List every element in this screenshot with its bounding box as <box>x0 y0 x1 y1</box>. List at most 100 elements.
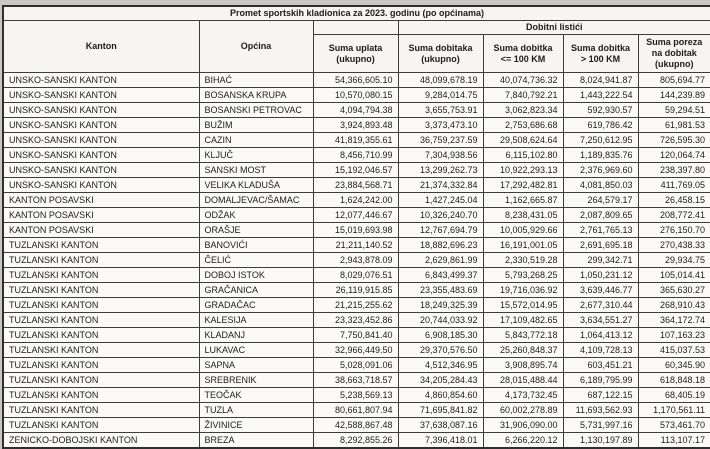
cell-poreza: 238,397.80 <box>637 162 710 178</box>
table-row: UNSKO-SANSKI KANTON BOSANSKA KRUPA 10,570,… <box>2 87 710 103</box>
cell-dobitaka: 2,629,861.99 <box>397 252 484 268</box>
cell-dobitak-preko-100: 299,342.71 <box>562 252 639 268</box>
group-header-row: Kanton Općina Dobitni listići <box>2 20 710 73</box>
cell-uplata: 12,077,446.67 <box>312 207 399 223</box>
cell-dobitak-do-100: 3,062,823.34 <box>482 102 564 118</box>
cell-opcina: DOBOJ ISTOK <box>198 267 314 283</box>
cell-opcina: BREZA <box>198 432 314 449</box>
cell-kanton: UNSKO-SANSKI KANTON <box>2 177 200 193</box>
cell-uplata: 7,750,841.40 <box>312 327 399 343</box>
cell-dobitaka: 34,205,284.43 <box>397 372 484 388</box>
cell-opcina: DOMALJEVAC/ŠAMAC <box>198 192 314 208</box>
cell-dobitak-do-100: 19,716,036.92 <box>482 282 564 298</box>
cell-uplata: 23,884,568.71 <box>312 177 399 193</box>
cell-opcina: TEOČAK <box>198 387 314 403</box>
cell-poreza: 120,064.74 <box>637 147 710 163</box>
cell-poreza: 726,595.30 <box>637 132 710 148</box>
cell-dobitak-do-100: 28,015,488.44 <box>482 372 564 388</box>
cell-uplata: 8,456,710.99 <box>312 147 399 163</box>
cell-dobitaka: 7,304,938.56 <box>397 147 484 163</box>
table-row: TUZLANSKI KANTON TUZLA 80,661,807.94 71,695… <box>2 402 710 418</box>
table-row: KANTON POSAVSKI ORAŠJE 15,019,693.98 12,767… <box>2 222 710 238</box>
cell-dobitak-do-100: 2,330,519.28 <box>482 252 564 268</box>
cell-poreza: 26,458.15 <box>637 192 710 208</box>
column-header-row: Suma uplata (ukupno) Suma dobitaka (ukup… <box>3 34 710 73</box>
cell-dobitaka: 20,744,033.92 <box>397 312 484 328</box>
cell-dobitak-preko-100: 2,691,695.18 <box>562 237 639 253</box>
cell-dobitaka: 4,512,346.95 <box>397 357 484 373</box>
column-header-suma-uplata: Suma uplata (ukupno) <box>312 34 399 73</box>
table-row: UNSKO-SANSKI KANTON BUŽIM 3,924,893.48 3,37… <box>2 117 710 133</box>
table-row: UNSKO-SANSKI KANTON SANSKI MOST 15,192,046… <box>2 162 710 178</box>
cell-uplata: 2,943,878.09 <box>312 252 399 268</box>
cell-dobitak-do-100: 5,843,772.18 <box>482 327 564 343</box>
cell-dobitak-do-100: 25,260,848.37 <box>482 342 564 358</box>
cell-dobitak-do-100: 6,266,220.12 <box>482 432 564 449</box>
cell-kanton: TUZLANSKI KANTON <box>2 402 200 418</box>
cell-dobitak-preko-100: 3,634,551.27 <box>562 312 639 328</box>
cell-dobitak-do-100: 1,162,665.87 <box>482 192 564 208</box>
scanned-page: Promet sportskih kladionica za 2023. god… <box>2 5 710 449</box>
cell-kanton: TUZLANSKI KANTON <box>2 252 200 268</box>
cell-dobitak-do-100: 6,115,102.80 <box>482 147 564 163</box>
cell-opcina: KLADANJ <box>198 327 314 343</box>
table-row: ZENICKO-DOBOJSKI KANTON BREZA 8,292,855.26… <box>2 432 710 449</box>
cell-dobitaka: 1,427,245.04 <box>397 192 484 208</box>
cell-kanton: ZENICKO-DOBOJSKI KANTON <box>2 432 200 449</box>
cell-dobitak-do-100: 3,908,895.74 <box>482 357 564 373</box>
cell-dobitak-preko-100: 3,639,446.77 <box>562 282 639 298</box>
cell-dobitaka: 23,355,483.69 <box>397 282 484 298</box>
cell-dobitak-do-100: 16,191,001.05 <box>482 237 564 253</box>
cell-kanton: TUZLANSKI KANTON <box>2 357 200 373</box>
table-row: UNSKO-SANSKI KANTON CAZIN 41,819,355.61 36,… <box>2 132 710 148</box>
table-row: TUZLANSKI KANTON KLADANJ 7,750,841.40 6,908… <box>2 327 710 343</box>
cell-dobitaka: 48,099,678.19 <box>397 72 484 88</box>
table-row: UNSKO-SANSKI KANTON KLJUČ 8,456,710.99 7,30… <box>2 147 710 163</box>
cell-kanton: KANTON POSAVSKI <box>2 192 200 208</box>
column-header-suma-poreza: Suma poreza na dobitak (ukupno) <box>637 34 710 73</box>
promet-table: Promet sportskih kladionica za 2023. god… <box>2 5 710 449</box>
column-header-suma-dobitaka: Suma dobitaka (ukupno) <box>397 34 484 73</box>
cell-dobitak-preko-100: 4,109,728.13 <box>562 342 639 358</box>
cell-dobitak-preko-100: 264,579.17 <box>562 192 639 208</box>
cell-opcina: ODŽAK <box>198 207 314 223</box>
cell-opcina: LUKAVAC <box>198 342 314 358</box>
cell-kanton: TUZLANSKI KANTON <box>2 312 200 328</box>
cell-kanton: TUZLANSKI KANTON <box>2 297 200 313</box>
cell-dobitak-do-100: 17,292,482.81 <box>482 177 564 193</box>
cell-dobitak-do-100: 40,074,736.32 <box>482 72 564 88</box>
title-row: Promet sportskih kladionica za 2023. god… <box>2 5 710 21</box>
table-row: UNSKO-SANSKI KANTON VELIKA KLADUŠA 23,884,… <box>2 177 710 193</box>
cell-dobitak-preko-100: 1,050,231.12 <box>562 267 639 283</box>
cell-uplata: 80,661,807.94 <box>312 402 399 418</box>
cell-uplata: 38,663,718.57 <box>312 372 399 388</box>
cell-poreza: 364,172.74 <box>637 312 710 328</box>
cell-uplata: 15,192,046.57 <box>312 162 399 178</box>
cell-dobitaka: 7,396,418.01 <box>397 432 484 449</box>
cell-uplata: 5,238,569.13 <box>312 387 399 403</box>
cell-dobitak-preko-100: 11,693,562.93 <box>562 402 639 418</box>
cell-dobitak-do-100: 10,005,929.66 <box>482 222 564 238</box>
table-row: TUZLANSKI KANTON KALESIJA 23,323,452.86 20,… <box>2 312 710 328</box>
cell-uplata: 54,366,605.10 <box>312 72 399 88</box>
table-title: Promet sportskih kladionica za 2023. god… <box>2 5 710 21</box>
group-header-dobitni-listici: Dobitni listići <box>397 20 710 35</box>
cell-opcina: SANSKI MOST <box>198 162 314 178</box>
cell-dobitaka: 71,695,841.82 <box>397 402 484 418</box>
column-header-opcina: Općina <box>198 20 314 73</box>
cell-uplata: 4,094,794.38 <box>312 102 399 118</box>
table-row: TUZLANSKI KANTON TEOČAK 5,238,569.13 4,860,… <box>2 387 710 403</box>
cell-dobitak-do-100: 7,840,792.21 <box>482 87 564 103</box>
cell-poreza: 365,630.27 <box>637 282 710 298</box>
cell-dobitak-preko-100: 4,081,850.03 <box>562 177 639 193</box>
cell-dobitak-do-100: 15,572,014.95 <box>482 297 564 313</box>
cell-kanton: UNSKO-SANSKI KANTON <box>2 72 200 88</box>
cell-dobitaka: 3,655,753.91 <box>397 102 484 118</box>
cell-dobitak-do-100: 4,173,732.45 <box>482 387 564 403</box>
cell-dobitak-do-100: 29,508,624.64 <box>482 132 564 148</box>
cell-opcina: GRAČANICA <box>198 282 314 298</box>
cell-uplata: 41,819,355.61 <box>312 132 399 148</box>
cell-opcina: BUŽIM <box>198 117 314 133</box>
cell-dobitak-preko-100: 2,761,765.13 <box>562 222 639 238</box>
cell-kanton: TUZLANSKI KANTON <box>2 372 200 388</box>
